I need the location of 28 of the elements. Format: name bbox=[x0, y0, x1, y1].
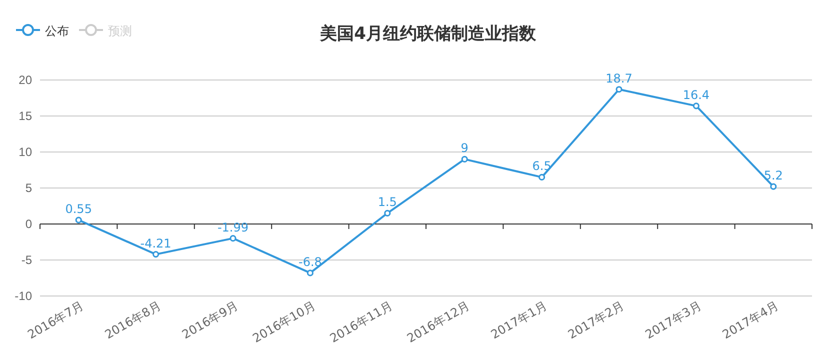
point bbox=[384, 210, 391, 216]
y-tick-label: 15 bbox=[18, 108, 32, 123]
data-label: -4.21 bbox=[140, 236, 172, 250]
point bbox=[616, 86, 622, 93]
y-tick-label: -5 bbox=[21, 252, 32, 267]
data-label: 0.55 bbox=[65, 202, 92, 216]
y-tick-label: 20 bbox=[18, 72, 32, 87]
point bbox=[538, 174, 546, 180]
y-tick-label: 10 bbox=[18, 144, 32, 159]
point bbox=[75, 216, 82, 224]
y-tick-label: 0 bbox=[25, 216, 32, 231]
data-label: 1.5 bbox=[378, 195, 397, 210]
point bbox=[692, 102, 700, 110]
legend-label: 公布 bbox=[45, 24, 69, 38]
data-label: 9 bbox=[460, 141, 468, 156]
data-label: -1.99 bbox=[217, 220, 249, 234]
point bbox=[306, 270, 314, 276]
data-label: 18.7 bbox=[606, 71, 632, 86]
point bbox=[152, 251, 160, 258]
data-label: 5.2 bbox=[764, 168, 783, 183]
data-label: 16.4 bbox=[682, 88, 710, 102]
data-label: -6.8 bbox=[298, 254, 322, 269]
chart-title: 美国4月纽约联储制造业指数 bbox=[319, 24, 537, 44]
y-tick-label: -10 bbox=[14, 288, 32, 303]
y-tick-label: 5 bbox=[25, 180, 32, 195]
point bbox=[461, 156, 468, 162]
point bbox=[770, 183, 777, 190]
point bbox=[230, 235, 236, 242]
